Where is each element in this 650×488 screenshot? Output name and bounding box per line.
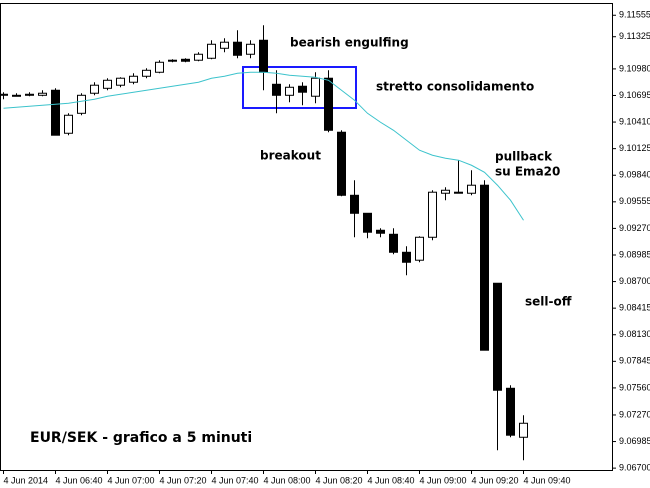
- candle-body: [207, 43, 216, 59]
- x-tick-label: 4 Jun 08:20: [316, 475, 363, 485]
- x-tick-label: 4 Jun 07:40: [212, 475, 259, 485]
- candle-body: [324, 77, 333, 131]
- annotation: breakout: [260, 149, 321, 163]
- y-tick-label: 9.09555: [619, 196, 650, 206]
- y-tick-label: 9.08130: [619, 329, 650, 339]
- y-tick-label: 9.09270: [619, 223, 650, 233]
- x-tick-label: 4 Jun 06:40: [56, 475, 103, 485]
- candle-body: [454, 191, 463, 194]
- x-tick-label: 4 Jun 08:40: [368, 475, 415, 485]
- candle-body: [194, 53, 203, 61]
- candle-body: [246, 43, 255, 55]
- candle-body: [129, 75, 138, 83]
- candle-body: [441, 189, 450, 194]
- candle-body: [415, 236, 424, 261]
- candle-body: [493, 282, 502, 391]
- annotation: stretto consolidamento: [376, 80, 534, 94]
- x-tick-label: 4 Jun 2014: [4, 475, 49, 485]
- x-tick-label: 4 Jun 09:40: [524, 475, 571, 485]
- candle-body: [272, 83, 281, 96]
- candle-body: [506, 387, 515, 436]
- candle-body: [77, 94, 86, 114]
- chart-title: EUR/SEK - grafico a 5 minuti: [30, 430, 252, 446]
- candle-body: [233, 41, 242, 56]
- x-tick-label: 4 Jun 08:00: [264, 475, 311, 485]
- y-tick-label: 9.06700: [619, 463, 650, 473]
- y-tick-label: 9.07845: [619, 356, 650, 366]
- x-tick-label: 4 Jun 09:20: [472, 475, 519, 485]
- y-tick-label: 9.09840: [619, 170, 650, 180]
- candle-body: [12, 94, 21, 97]
- candle-body: [285, 86, 294, 96]
- candle-body: [64, 114, 73, 134]
- candle-body: [181, 58, 190, 62]
- y-tick-label: 9.07270: [619, 409, 650, 419]
- y-tick-label: 9.11555: [619, 10, 650, 20]
- y-tick-label: 9.08700: [619, 276, 650, 286]
- y-tick-label: 9.08985: [619, 249, 650, 259]
- plot-frame: [0, 3, 613, 471]
- candle-body: [519, 422, 528, 438]
- consolidation-box: [242, 66, 357, 109]
- candle-body: [103, 79, 112, 89]
- annotation: su Ema20: [495, 165, 560, 179]
- candle-body: [0, 93, 8, 96]
- y-tick-label: 9.10980: [619, 63, 650, 73]
- x-tick-label: 4 Jun 09:00: [420, 475, 467, 485]
- candle-body: [90, 84, 99, 94]
- y-tick-label: 9.08415: [619, 303, 650, 313]
- candle-body: [142, 69, 151, 77]
- candle-body: [116, 77, 125, 86]
- candle-body: [51, 89, 60, 136]
- x-tick-label: 4 Jun 07:00: [108, 475, 155, 485]
- candle-body: [168, 59, 177, 62]
- candle-body: [363, 212, 372, 233]
- candle-body: [298, 85, 307, 93]
- y-tick-label: 9.10695: [619, 90, 650, 100]
- candle-body: [480, 184, 489, 351]
- candle-body: [259, 39, 268, 73]
- y-tick-label: 9.07560: [619, 382, 650, 392]
- candle-body: [337, 131, 346, 196]
- candle-body: [155, 61, 164, 73]
- y-tick-label: 9.10410: [619, 116, 650, 126]
- candle-body: [220, 41, 229, 49]
- candle-body: [38, 92, 47, 96]
- y-tick-label: 9.11325: [619, 31, 650, 41]
- annotation: sell-off: [525, 295, 572, 309]
- y-tick-label: 9.10125: [619, 143, 650, 153]
- candle-body: [389, 233, 398, 253]
- x-tick-label: 4 Jun 07:20: [160, 475, 207, 485]
- candle-body: [376, 229, 385, 234]
- candle-body: [350, 194, 359, 214]
- annotation: bearish engulfing: [290, 36, 409, 50]
- candle-body: [428, 191, 437, 238]
- y-tick-label: 9.06985: [619, 436, 650, 446]
- ema-line: [3, 71, 524, 221]
- candle-body: [402, 251, 411, 263]
- candle-body: [311, 77, 320, 97]
- candle-body: [25, 93, 34, 96]
- candle-body: [467, 184, 476, 194]
- annotation: pullback: [495, 150, 553, 164]
